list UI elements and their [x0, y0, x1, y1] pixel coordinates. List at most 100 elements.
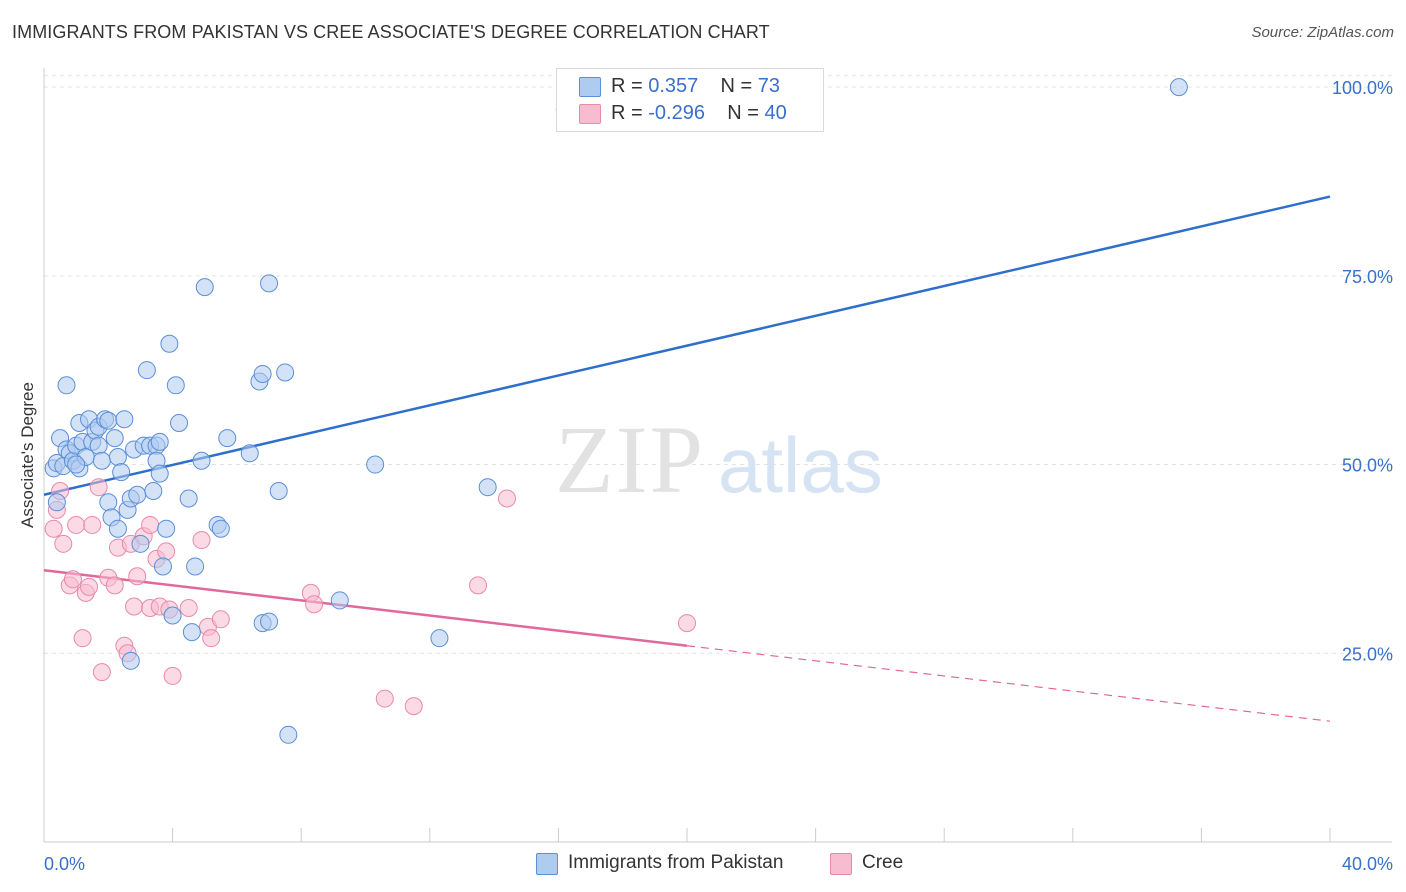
bottom-legend-swatch-cree — [830, 853, 852, 875]
pakistan-point — [195, 278, 214, 297]
pakistan-point — [112, 463, 131, 482]
legend-r-value: 0.357 — [648, 75, 699, 97]
pakistan-point — [150, 432, 169, 451]
bottom-legend-label-pakistan: Immigrants from Pakistan — [568, 852, 784, 873]
cree-point — [202, 629, 221, 648]
cree-point — [73, 629, 92, 648]
pakistan-point — [430, 629, 449, 648]
watermark: ZIP atlas — [555, 406, 883, 513]
cree-point — [141, 515, 160, 534]
watermark-zip: ZIP — [555, 406, 705, 513]
cree-points — [44, 478, 696, 716]
pakistan-point — [92, 451, 111, 470]
pakistan-point — [128, 485, 147, 504]
cree-point — [157, 542, 176, 561]
cree-point — [404, 697, 423, 716]
pakistan-point — [105, 429, 124, 448]
pakistan-point — [150, 464, 169, 483]
cree-point — [80, 577, 99, 596]
pakistan-trend-line — [43, 195, 1331, 496]
pakistan-point — [269, 481, 288, 500]
pakistan-point — [160, 334, 179, 353]
y-tick-label: 50.0% — [1342, 456, 1393, 476]
trend-lines — [43, 195, 1331, 722]
x-tick-label: 40.0% — [1342, 854, 1393, 874]
pakistan-point — [115, 410, 134, 429]
pakistan-point — [89, 436, 108, 455]
pakistan-point — [186, 557, 205, 576]
cree-point — [211, 610, 230, 629]
pakistan-point — [279, 725, 298, 744]
cree-point — [125, 597, 144, 616]
pakistan-point — [153, 557, 172, 576]
legend-n-label: N = — [727, 102, 765, 124]
pakistan-point — [170, 414, 189, 433]
pakistan-point — [67, 455, 86, 474]
pakistan-point — [108, 448, 127, 466]
legend-n-label: N = — [720, 75, 758, 97]
pakistan-point — [260, 274, 279, 293]
pakistan-point — [478, 478, 497, 497]
legend-n-value: 73 — [757, 75, 781, 97]
cree-point — [83, 515, 102, 534]
cree-point — [44, 519, 63, 538]
pakistan-point — [366, 455, 385, 474]
cree-point — [163, 666, 182, 685]
cree-point — [497, 489, 516, 508]
pakistan-point — [131, 534, 150, 553]
pakistan-point — [99, 493, 118, 512]
cree-point — [89, 478, 108, 497]
watermark-atlas: atlas — [718, 421, 883, 509]
cree-trend-line — [43, 568, 688, 647]
grid-lines — [44, 75, 1392, 654]
pakistan-point — [192, 451, 211, 470]
pakistan-point — [166, 376, 185, 395]
cree-point — [105, 576, 124, 595]
cree-point — [63, 570, 82, 589]
pakistan-point — [260, 612, 279, 631]
pakistan-point — [218, 429, 237, 448]
pakistan-point — [144, 481, 163, 500]
chart-title: IMMIGRANTS FROM PAKISTAN VS CREE ASSOCIA… — [12, 22, 770, 42]
pakistan-point — [121, 651, 140, 670]
x-tick-label: 0.0% — [44, 854, 85, 874]
pakistan-point — [179, 489, 198, 508]
y-tick-label: 75.0% — [1342, 267, 1393, 287]
tick-labels: 25.0% 50.0% 75.0% 100.0% 0.0% 40.0% — [44, 78, 1393, 874]
pakistan-point — [253, 364, 272, 383]
y-axis-label: Associate's Degree — [18, 382, 37, 528]
pakistan-point — [163, 606, 182, 625]
legend-n-value: 40 — [764, 102, 787, 124]
pakistan-point — [108, 519, 127, 538]
source-label: Source: ZipAtlas.com — [1251, 24, 1394, 41]
cree-point — [375, 689, 394, 708]
legend-r-value: -0.296 — [648, 102, 705, 124]
axes — [43, 68, 1392, 843]
cree-point — [678, 614, 696, 633]
legend-r-label: R = — [611, 75, 649, 97]
legend-r-label: R = — [611, 102, 649, 124]
y-tick-label: 100.0% — [1332, 78, 1393, 98]
pakistan-point — [99, 411, 118, 430]
pakistan-point — [47, 493, 66, 512]
pakistan-point — [157, 519, 176, 538]
cree-point — [179, 598, 198, 617]
pakistan-point — [137, 361, 156, 380]
cree-point — [67, 515, 86, 534]
bottom-legend-label-cree: Cree — [862, 852, 904, 873]
pakistan-point — [330, 591, 349, 610]
pakistan-point — [240, 444, 259, 463]
cree-point — [469, 576, 488, 595]
pakistan-point — [1169, 78, 1188, 97]
pakistan-point — [182, 623, 201, 642]
pakistan-points — [44, 78, 1188, 744]
cree-point — [192, 531, 211, 550]
legend-swatch-cree — [579, 104, 601, 124]
pakistan-point — [211, 519, 230, 538]
bottom-legend-swatch-pakistan — [536, 853, 558, 875]
cree-point — [92, 663, 111, 682]
cree-trend-extension — [686, 645, 1331, 722]
pakistan-point — [57, 376, 76, 395]
cree-point — [54, 534, 73, 553]
